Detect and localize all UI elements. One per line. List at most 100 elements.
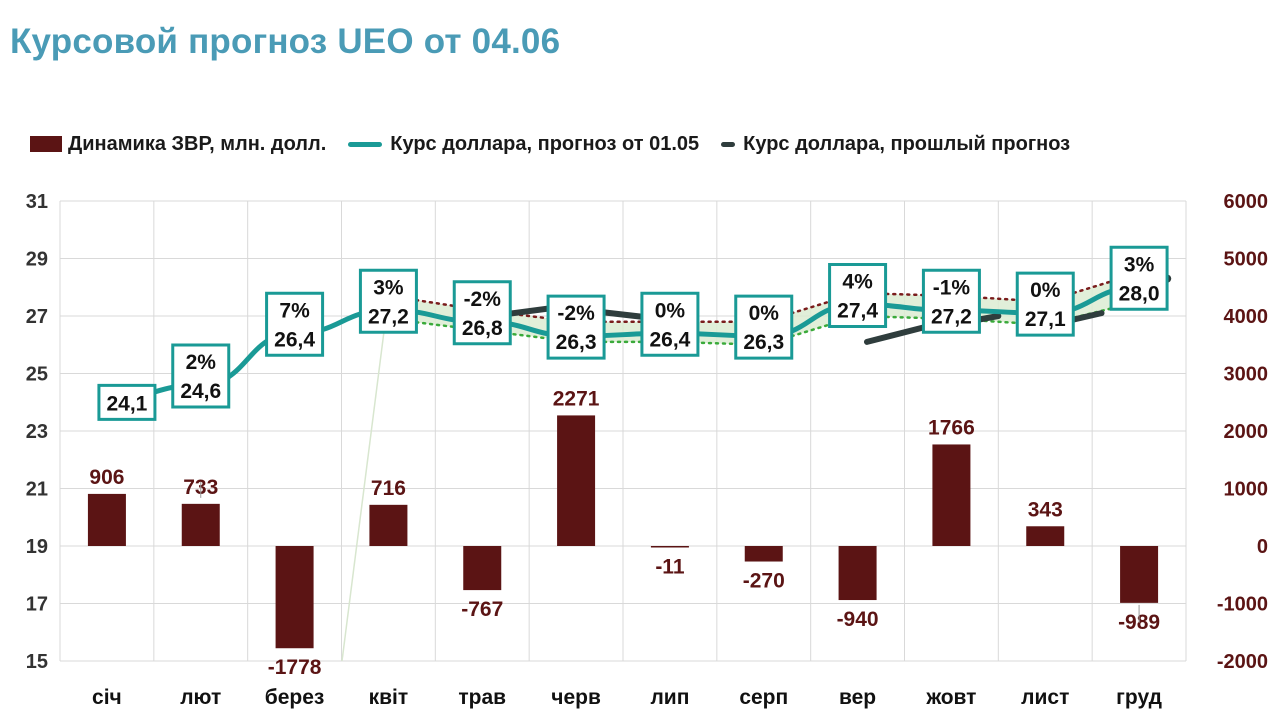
legend-swatch-previous bbox=[721, 141, 736, 147]
left-axis-tick-label: 15 bbox=[26, 651, 48, 673]
bar-серп bbox=[744, 546, 783, 562]
rate-point-labels: 24,1 2% 24,6 7% 26,4 3% 27,2 -2% 26,8 -2% 26,3 0% 26… bbox=[97, 245, 1169, 421]
rate-label-лют: 2% 24,6 bbox=[171, 343, 231, 409]
bar-label-черв: 2271 bbox=[553, 387, 600, 410]
rate-value-label: 27,2 bbox=[931, 305, 972, 328]
rate-value-label: 26,4 bbox=[649, 328, 690, 351]
legend-label-previous: Курс доллара, прошлый прогноз bbox=[743, 132, 1071, 155]
rate-change-label: 3% bbox=[1124, 253, 1155, 276]
category-label-груд: груд bbox=[1116, 686, 1162, 709]
rate-change-label: 4% bbox=[842, 271, 873, 294]
bar-січ bbox=[87, 493, 126, 546]
category-label-лип: лип bbox=[650, 686, 689, 709]
left-axis-tick-label: 31 bbox=[26, 191, 48, 213]
category-label-серп: серп bbox=[739, 686, 788, 709]
rate-label-box bbox=[171, 343, 231, 409]
grid-lines bbox=[59, 200, 1187, 662]
right-axis-tick-label: 5000 bbox=[1224, 249, 1269, 271]
rate-change-label: 0% bbox=[749, 302, 780, 325]
rate-value-label: 28,0 bbox=[1119, 282, 1160, 305]
rate-label-трав: -2% 26,8 bbox=[452, 280, 512, 346]
bar-берез bbox=[275, 546, 314, 649]
category-label-черв: черв bbox=[551, 686, 601, 709]
bar-лип bbox=[650, 546, 689, 548]
bar-label-серп: -270 bbox=[743, 570, 785, 593]
bar-лист bbox=[1026, 526, 1065, 546]
rate-change-label: 3% bbox=[373, 276, 404, 299]
rate-value-label: 27,2 bbox=[368, 305, 409, 328]
rate-label-box bbox=[97, 383, 157, 421]
bar-квіт bbox=[369, 504, 408, 546]
legend-swatch-bars bbox=[30, 136, 62, 152]
bar-label-берез: -1778 bbox=[268, 656, 322, 679]
rate-label-box bbox=[1109, 245, 1169, 311]
rate-change-label: 7% bbox=[279, 299, 310, 322]
right-axis-tick-label: -1000 bbox=[1217, 594, 1268, 616]
category-label-берез: берез bbox=[265, 686, 325, 709]
category-label-січ: січ bbox=[92, 686, 122, 709]
category-label-трав: трав bbox=[458, 686, 506, 709]
legend-label-bars: Динамика ЗВР, млн. долл. bbox=[68, 132, 327, 155]
rate-label-box bbox=[921, 268, 981, 334]
legend-item-bars: Динамика ЗВР, млн. долл. bbox=[30, 133, 326, 156]
legend-label-current: Курс доллара, прогноз от 01.05 bbox=[390, 132, 700, 155]
rate-change-label: -2% bbox=[464, 288, 502, 311]
rate-label-берез: 7% 26,4 bbox=[265, 291, 325, 357]
bar-label-жовт: 1766 bbox=[928, 416, 975, 439]
rate-change-label: -1% bbox=[933, 276, 971, 299]
rate-label-box bbox=[546, 294, 606, 360]
bar-трав bbox=[463, 546, 502, 591]
left-axis-tick-label: 23 bbox=[26, 421, 48, 443]
rate-label-лип: 0% 26,4 bbox=[640, 291, 700, 357]
rate-label-квіт: 3% 27,2 bbox=[358, 268, 418, 334]
bar-label-лист: 343 bbox=[1028, 498, 1063, 521]
right-axis-tick-label: 1000 bbox=[1224, 479, 1269, 501]
left-axis: 31 29 27 25 23 21 19 17 15 bbox=[26, 191, 48, 673]
right-axis: 6000 5000 4000 3000 2000 1000 0 -1000 -2000 bbox=[1217, 191, 1268, 673]
right-axis-tick-label: 3000 bbox=[1224, 364, 1269, 386]
legend-item-current: Курс доллара, прогноз от 01.05 bbox=[348, 133, 699, 156]
rate-value-label: 27,4 bbox=[837, 300, 878, 323]
legend-item-previous: Курс доллара, прошлый прогноз bbox=[721, 133, 1070, 156]
rate-label-січ: 24,1 bbox=[97, 383, 157, 421]
left-axis-tick-label: 25 bbox=[26, 364, 48, 386]
bar-жовт bbox=[932, 444, 971, 546]
bar-label-січ: 906 bbox=[89, 466, 124, 489]
left-axis-tick-label: 19 bbox=[26, 536, 48, 558]
rate-label-box bbox=[640, 291, 700, 357]
bar-series bbox=[87, 415, 1159, 649]
bar-label-трав: -767 bbox=[461, 598, 503, 621]
rate-label-серп: 0% 26,3 bbox=[734, 294, 794, 360]
right-axis-tick-label: 2000 bbox=[1224, 421, 1269, 443]
right-axis-tick-label: 6000 bbox=[1224, 191, 1269, 213]
rate-label-box bbox=[1015, 271, 1075, 337]
rate-label-вер: 4% 27,4 bbox=[828, 263, 888, 328]
bar-лют bbox=[181, 503, 220, 546]
chart-legend: Динамика ЗВР, млн. долл. Курс доллара, п… bbox=[30, 130, 1092, 158]
rate-change-label: 2% bbox=[186, 351, 217, 374]
rate-label-box bbox=[265, 291, 325, 357]
category-label-вер: вер bbox=[839, 686, 876, 709]
left-axis-tick-label: 21 bbox=[26, 479, 48, 501]
bar-груд bbox=[1120, 546, 1159, 603]
bar-черв bbox=[557, 415, 596, 546]
rate-value-label: 26,3 bbox=[556, 331, 597, 354]
right-axis-tick-label: 0 bbox=[1257, 536, 1268, 558]
previous-forecast-segment bbox=[863, 324, 927, 345]
rate-label-box bbox=[734, 294, 794, 360]
left-axis-tick-label: 17 bbox=[26, 594, 48, 616]
rate-value-label: 27,1 bbox=[1025, 308, 1066, 331]
page-title: Курсовой прогноз UEO от 04.06 bbox=[10, 22, 561, 61]
category-label-лист: лист bbox=[1021, 686, 1069, 709]
bar-value-labels: 906 733-1778716-7672271-11-270-9401766343… bbox=[89, 299, 1160, 679]
bar-label-квіт: 716 bbox=[371, 477, 406, 500]
rate-value-label: 26,3 bbox=[743, 331, 784, 354]
rate-label-box bbox=[358, 268, 418, 334]
category-labels: січ лют берез квіт трав черв лип серп вер жовт лис… bbox=[92, 686, 1162, 709]
left-axis-tick-label: 29 bbox=[26, 249, 48, 271]
rate-label-box bbox=[452, 280, 512, 346]
category-label-лют: лют bbox=[180, 686, 221, 709]
rate-label-лист: 0% 27,1 bbox=[1015, 271, 1075, 337]
title-clip: Курсовой прогноз UEO от 04.06 bbox=[0, 0, 580, 80]
